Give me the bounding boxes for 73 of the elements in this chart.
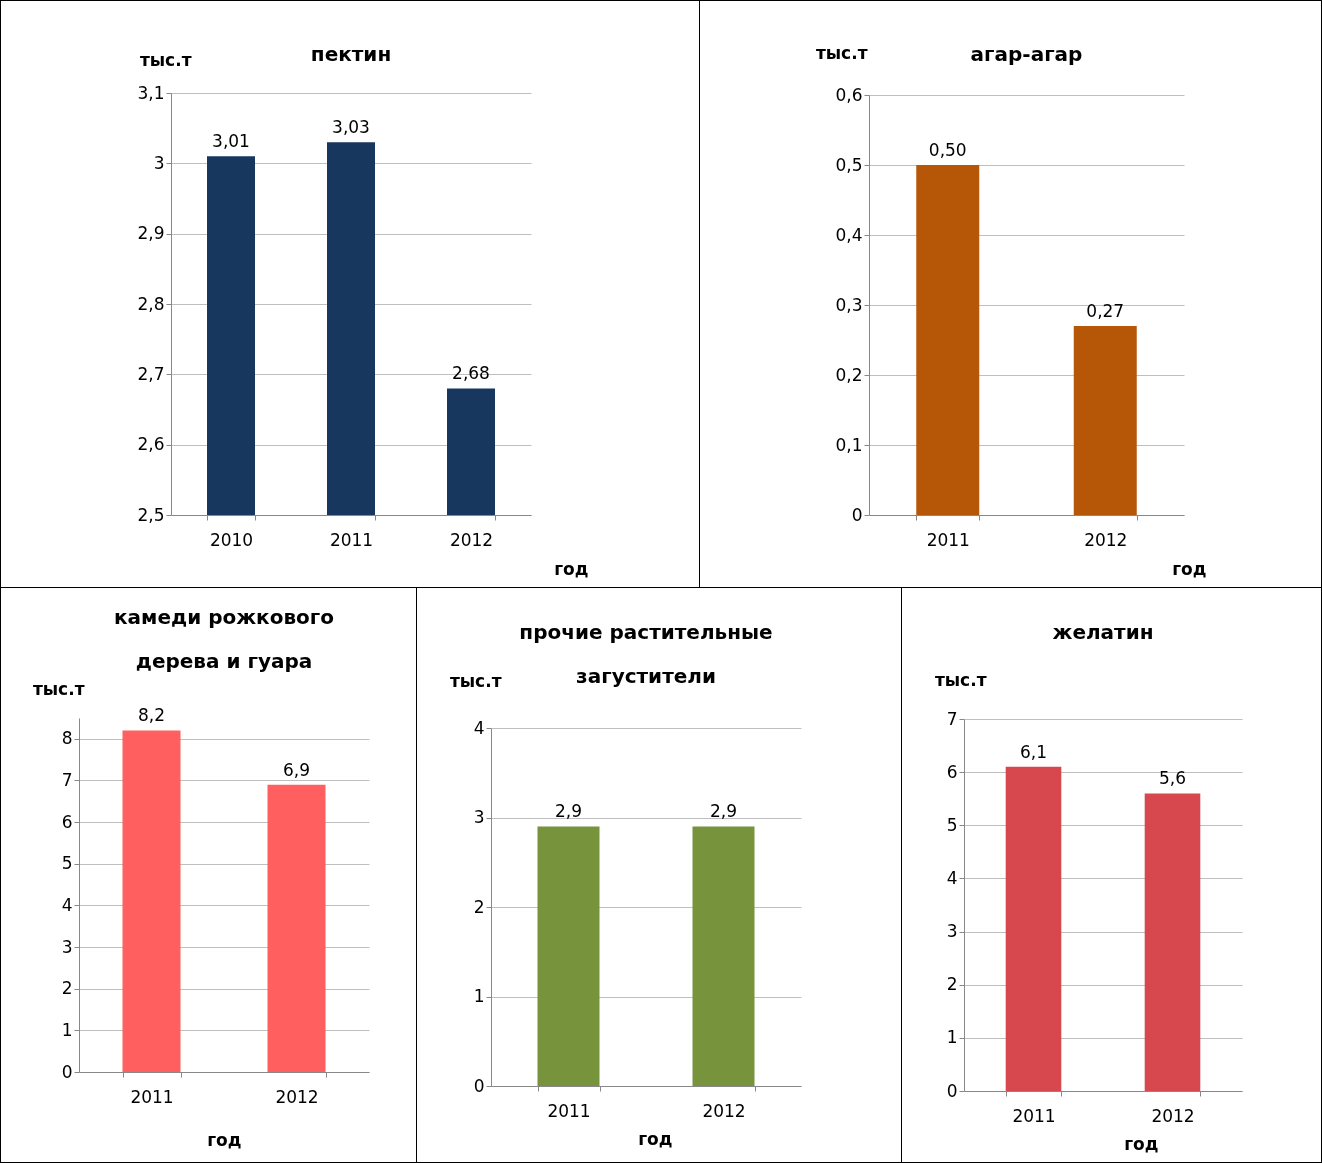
data-label: 0,50 — [928, 140, 967, 160]
y-tick-label: 2 — [61, 978, 73, 999]
x-tick-label: 2012 — [1151, 1105, 1195, 1126]
data-label: 0,27 — [1086, 301, 1125, 321]
y-tick-label: 0,3 — [835, 294, 863, 315]
x-axis-title: год — [1172, 558, 1207, 579]
chart-title: агар-агар — [970, 42, 1083, 66]
data-label: 8,2 — [137, 705, 166, 726]
data-label: 3,01 — [212, 131, 250, 152]
y-tick-label: 7 — [946, 708, 958, 729]
y-tick-label: 1 — [946, 1027, 958, 1048]
y-tick-label: 8 — [61, 728, 73, 749]
y-tick-label: 0,4 — [835, 224, 863, 245]
x-tick-label: 2011 — [130, 1086, 174, 1107]
x-tick-label: 2012 — [275, 1086, 319, 1107]
y-tick-label: 5 — [946, 814, 958, 835]
y-tick-label: 4 — [473, 717, 485, 738]
x-axis-title: год — [554, 558, 589, 579]
y-tick-label: 0 — [851, 504, 863, 525]
y-tick-label: 3,1 — [137, 82, 165, 103]
data-label: 2,68 — [452, 363, 490, 384]
x-tick-label: 2011 — [1012, 1105, 1056, 1126]
chart-title: желатин — [1052, 620, 1154, 644]
x-tick-label: 2011 — [547, 1100, 591, 1121]
x-tick-label: 2011 — [329, 529, 374, 550]
x-tick-label: 2012 — [449, 529, 494, 550]
y-tick-label: 2,7 — [137, 363, 165, 384]
y-tick-label: 1 — [473, 986, 485, 1006]
y-tick-label: 0 — [473, 1075, 485, 1096]
chart-title: камеди рожкового дерева и гуара — [114, 605, 334, 673]
y-tick-label: 6 — [61, 811, 73, 832]
y-tick-label: 4 — [61, 894, 73, 915]
data-label: 6,9 — [282, 759, 311, 780]
y-tick-label: 3 — [473, 807, 485, 827]
y-tick-label: 0 — [61, 1061, 73, 1082]
y-tick-label: 0,1 — [835, 434, 863, 455]
y-axis-title: тыс.т — [139, 49, 192, 70]
data-label: 3,03 — [332, 117, 370, 138]
x-axis-title: год — [1124, 1133, 1159, 1154]
y-tick-label: 3 — [61, 936, 73, 957]
x-tick-label: 2011 — [926, 529, 970, 550]
x-tick-label: 2012 — [702, 1100, 746, 1121]
x-tick-label: 2010 — [209, 529, 254, 550]
y-tick-label: 3 — [946, 921, 958, 942]
y-tick-label: 0 — [946, 1080, 958, 1101]
x-tick-label: 2012 — [1084, 529, 1128, 550]
data-label: 2,9 — [709, 801, 738, 822]
data-label: 5,6 — [1158, 768, 1187, 789]
y-tick-label: 2,8 — [137, 293, 165, 314]
y-tick-label: 3 — [153, 152, 165, 173]
y-tick-label: 0,2 — [835, 364, 863, 385]
chart-title: пектин — [310, 42, 392, 66]
y-tick-label: 0,5 — [835, 154, 863, 175]
y-axis-title: тыс.т — [934, 669, 987, 690]
y-axis-title: тыс.т — [449, 670, 502, 691]
y-tick-label: 1 — [61, 1019, 73, 1040]
y-tick-label: 5 — [61, 853, 73, 874]
y-tick-label: 2 — [473, 896, 485, 917]
y-tick-label: 6 — [946, 761, 958, 782]
y-tick-label: 0,6 — [835, 84, 863, 105]
y-axis-title: тыс.т — [32, 678, 85, 699]
y-tick-label: 2,6 — [137, 434, 165, 455]
x-axis-title: год — [207, 1129, 242, 1150]
y-axis-title: тыс.т — [815, 42, 868, 63]
y-tick-label: 7 — [61, 769, 73, 790]
x-axis-title: год — [638, 1128, 673, 1149]
y-tick-label: 2,5 — [137, 504, 165, 525]
y-tick-label: 2 — [946, 974, 958, 995]
y-tick-label: 4 — [946, 867, 958, 888]
data-label: 6,1 — [1019, 741, 1048, 762]
chart-title: прочие растительные загустители — [519, 620, 773, 688]
data-label: 2,9 — [554, 801, 583, 822]
y-tick-label: 2,9 — [137, 223, 165, 244]
